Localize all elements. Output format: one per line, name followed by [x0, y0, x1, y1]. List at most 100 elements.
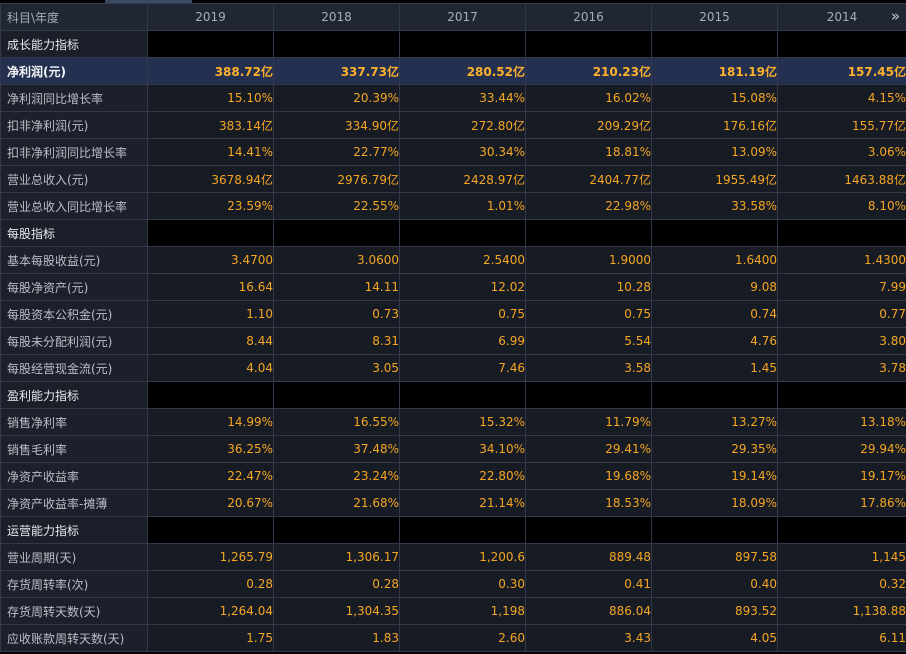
value-cell: 0.41 — [525, 570, 652, 598]
value-cell: 9.08 — [651, 273, 778, 301]
value-cell: 18.81% — [525, 138, 652, 166]
value-cell: 4.76 — [651, 327, 778, 355]
table-row[interactable]: 营业周期(天) 1,265.79 1,306.17 1,200.6 889.48 897.… — [0, 543, 906, 571]
table-row[interactable]: 扣非净利润(元) 383.14亿 334.90亿 272.80亿 209.29亿 176.… — [0, 111, 906, 139]
section-empty-cell — [399, 516, 526, 544]
year-header-2014-label: 2014 — [826, 10, 858, 24]
value-cell: 0.75 — [525, 300, 652, 328]
section-title: 成长能力指标 — [0, 30, 148, 58]
value-cell: 1.01% — [399, 192, 526, 220]
value-cell: 388.72亿 — [147, 57, 274, 85]
value-cell: 29.41% — [525, 435, 652, 463]
section-empty-cell — [273, 381, 400, 409]
value-cell: 889.48 — [525, 543, 652, 571]
year-header-2015[interactable]: 2015 — [651, 3, 778, 31]
table-row[interactable]: 存货周转天数(天) 1,264.04 1,304.35 1,198 886.04 893.… — [0, 597, 906, 625]
section-empty-cell — [273, 219, 400, 247]
section-header-row: 成长能力指标 — [0, 30, 906, 58]
table-row[interactable]: 每股资本公积金(元) 1.10 0.73 0.75 0.75 0.74 0.77 — [0, 300, 906, 328]
table-body: 科目\年度 2019 2018 2017 2016 2015 2014 » 成长… — [0, 3, 906, 652]
value-cell: 13.18% — [777, 408, 906, 436]
value-cell: 176.16亿 — [651, 111, 778, 139]
header-row: 科目\年度 2019 2018 2017 2016 2015 2014 » — [0, 3, 906, 31]
table-row[interactable]: 净利润同比增长率 15.10% 20.39% 33.44% 16.02% 15.08% 4.… — [0, 84, 906, 112]
section-empty-cell — [525, 219, 652, 247]
value-cell: 8.10% — [777, 192, 906, 220]
value-cell: 7.46 — [399, 354, 526, 382]
value-cell: 3.4700 — [147, 246, 274, 274]
row-label: 每股未分配利润(元) — [0, 327, 148, 355]
section-title: 运营能力指标 — [0, 516, 148, 544]
row-label: 每股资本公积金(元) — [0, 300, 148, 328]
section-empty-cell — [525, 30, 652, 58]
value-cell: 14.11 — [273, 273, 400, 301]
value-cell: 13.09% — [651, 138, 778, 166]
value-cell: 1.83 — [273, 624, 400, 652]
value-cell: 5.54 — [525, 327, 652, 355]
section-empty-cell — [525, 381, 652, 409]
value-cell: 0.75 — [399, 300, 526, 328]
section-empty-cell — [147, 30, 274, 58]
row-label: 营业总收入同比增长率 — [0, 192, 148, 220]
row-label: 销售净利率 — [0, 408, 148, 436]
table-row[interactable]: 净资产收益率-摊薄 20.67% 21.68% 21.14% 18.53% 18.09% 1… — [0, 489, 906, 517]
value-cell: 893.52 — [651, 597, 778, 625]
value-cell: 37.48% — [273, 435, 400, 463]
value-cell: 10.28 — [525, 273, 652, 301]
table-row[interactable]: 扣非净利润同比增长率 14.41% 22.77% 30.34% 18.81% 13.09%… — [0, 138, 906, 166]
table-row[interactable]: 应收账款周转天数(天) 1.75 1.83 2.60 3.43 4.05 6.11 — [0, 624, 906, 652]
table-row[interactable]: 营业总收入(元) 3678.94亿 2976.79亿 2428.97亿 2404.77亿… — [0, 165, 906, 193]
year-header-2014[interactable]: 2014 » — [777, 3, 906, 31]
value-cell: 22.98% — [525, 192, 652, 220]
financial-indicators-table: 科目\年度 2019 2018 2017 2016 2015 2014 » 成长… — [0, 3, 906, 652]
table-row[interactable]: 存货周转率(次) 0.28 0.28 0.30 0.41 0.40 0.32 — [0, 570, 906, 598]
value-cell: 1,304.35 — [273, 597, 400, 625]
value-cell: 36.25% — [147, 435, 274, 463]
year-header-2018[interactable]: 2018 — [273, 3, 400, 31]
table-row[interactable]: 营业总收入同比增长率 23.59% 22.55% 1.01% 22.98% 33.58% 8… — [0, 192, 906, 220]
table-row[interactable]: 销售净利率 14.99% 16.55% 15.32% 11.79% 13.27% 13.18… — [0, 408, 906, 436]
table-row[interactable]: 每股未分配利润(元) 8.44 8.31 6.99 5.54 4.76 3.80 — [0, 327, 906, 355]
value-cell: 29.94% — [777, 435, 906, 463]
section-title: 盈利能力指标 — [0, 381, 148, 409]
section-empty-cell — [651, 381, 778, 409]
value-cell: 0.32 — [777, 570, 906, 598]
section-empty-cell — [399, 30, 526, 58]
table-row[interactable]: 基本每股收益(元) 3.4700 3.0600 2.5400 1.9000 1.6400 1… — [0, 246, 906, 274]
value-cell: 11.79% — [525, 408, 652, 436]
section-empty-cell — [777, 516, 906, 544]
value-cell: 157.45亿 — [777, 57, 906, 85]
value-cell: 155.77亿 — [777, 111, 906, 139]
table-row[interactable]: 净资产收益率 22.47% 23.24% 22.80% 19.68% 19.14% 19.1… — [0, 462, 906, 490]
row-label: 每股净资产(元) — [0, 273, 148, 301]
table-row[interactable]: 净利润(元) 388.72亿 337.73亿 280.52亿 210.23亿 181.19… — [0, 57, 906, 85]
value-cell: 20.39% — [273, 84, 400, 112]
section-empty-cell — [777, 219, 906, 247]
value-cell: 181.19亿 — [651, 57, 778, 85]
double-chevron-right-icon[interactable]: » — [890, 7, 900, 25]
value-cell: 3.06% — [777, 138, 906, 166]
value-cell: 0.74 — [651, 300, 778, 328]
table-row[interactable]: 每股净资产(元) 16.64 14.11 12.02 10.28 9.08 7.99 — [0, 273, 906, 301]
value-cell: 19.68% — [525, 462, 652, 490]
table-row[interactable]: 销售毛利率 36.25% 37.48% 34.10% 29.41% 29.35% 29.94… — [0, 435, 906, 463]
year-header-2016[interactable]: 2016 — [525, 3, 652, 31]
section-header-row: 盈利能力指标 — [0, 381, 906, 409]
section-empty-cell — [777, 381, 906, 409]
row-label: 营业总收入(元) — [0, 165, 148, 193]
value-cell: 21.68% — [273, 489, 400, 517]
value-cell: 3.0600 — [273, 246, 400, 274]
value-cell: 15.10% — [147, 84, 274, 112]
section-empty-cell — [147, 219, 274, 247]
value-cell: 0.40 — [651, 570, 778, 598]
value-cell: 18.09% — [651, 489, 778, 517]
value-cell: 3.05 — [273, 354, 400, 382]
value-cell: 12.02 — [399, 273, 526, 301]
row-label: 营业周期(天) — [0, 543, 148, 571]
value-cell: 33.58% — [651, 192, 778, 220]
value-cell: 1,138.88 — [777, 597, 906, 625]
year-header-2017[interactable]: 2017 — [399, 3, 526, 31]
year-header-2019[interactable]: 2019 — [147, 3, 274, 31]
value-cell: 1.10 — [147, 300, 274, 328]
table-row[interactable]: 每股经营现金流(元) 4.04 3.05 7.46 3.58 1.45 3.78 — [0, 354, 906, 382]
